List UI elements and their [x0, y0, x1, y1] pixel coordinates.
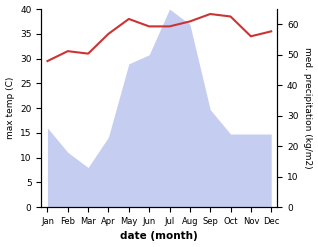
X-axis label: date (month): date (month): [121, 231, 198, 242]
Y-axis label: med. precipitation (kg/m2): med. precipitation (kg/m2): [303, 47, 313, 169]
Y-axis label: max temp (C): max temp (C): [5, 77, 15, 139]
